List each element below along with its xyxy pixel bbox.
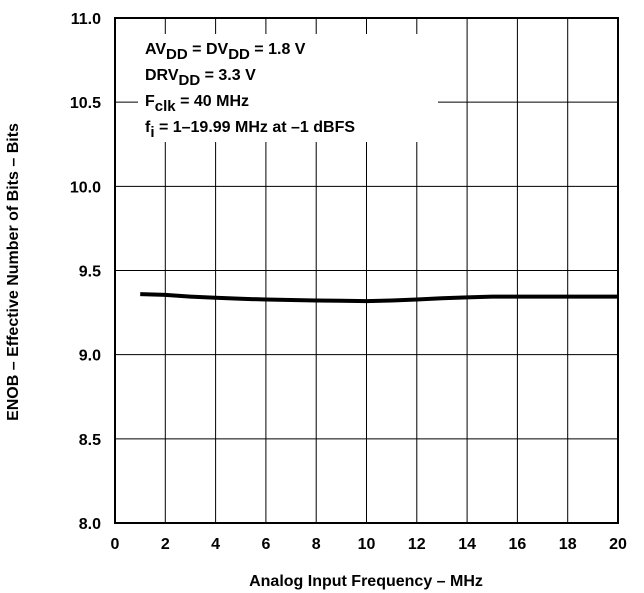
x-tick-label: 2 xyxy=(161,536,170,553)
x-tick-labels: 0 2 4 6 8 10 12 14 16 18 20 xyxy=(111,536,627,553)
x-tick-label: 10 xyxy=(358,536,376,553)
x-tick-label: 4 xyxy=(211,536,220,553)
x-tick-label: 6 xyxy=(261,536,270,553)
y-tick-label: 8.5 xyxy=(79,432,101,449)
enob-series-line xyxy=(140,292,618,304)
x-tick-label: 20 xyxy=(609,536,627,553)
x-tick-label: 14 xyxy=(458,536,476,553)
annotation-line-3: Fclk = 40 MHz xyxy=(145,93,249,115)
y-tick-label: 10.0 xyxy=(70,179,101,196)
annotation-background xyxy=(138,34,438,142)
x-tick-label: 12 xyxy=(408,536,426,553)
y-tick-label: 9.0 xyxy=(79,348,101,365)
annotation-line-1: AVDD = DVDD = 1.8 V xyxy=(145,41,306,63)
y-tick-label: 11.0 xyxy=(71,11,101,28)
y-tick-label: 10.5 xyxy=(70,95,101,112)
annotation-line-4: fi = 1–19.99 MHz at –1 dBFS xyxy=(145,119,355,141)
y-tick-label: 9.5 xyxy=(79,264,101,281)
y-tick-labels: 8.0 8.5 9.0 9.5 10.0 10.5 11.0 xyxy=(70,11,101,533)
x-tick-label: 16 xyxy=(509,536,527,553)
y-axis-title: ENOB – Effective Number of Bits – Bits xyxy=(5,123,22,421)
x-tick-label: 18 xyxy=(559,536,577,553)
x-tick-label: 0 xyxy=(111,536,120,553)
x-axis-title: Analog Input Frequency – MHz xyxy=(249,573,483,590)
plot-frame xyxy=(114,17,619,524)
y-tick-label: 8.0 xyxy=(79,516,101,533)
x-tick-label: 8 xyxy=(312,536,321,553)
annotation-line-2: DRVDD = 3.3 V xyxy=(145,67,256,89)
